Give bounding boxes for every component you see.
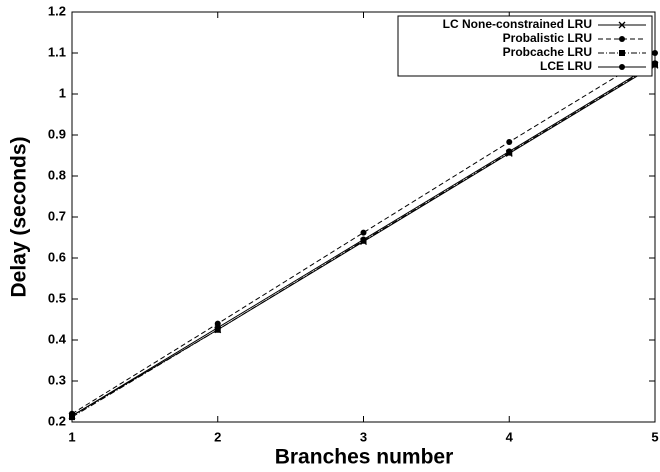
y-tick-label: 0.3 (48, 372, 66, 387)
x-tick-label: 4 (506, 429, 514, 444)
legend-marker (619, 64, 625, 70)
legend-marker (618, 21, 626, 29)
x-axis-title: Branches number (275, 446, 454, 469)
y-tick-label: 0.4 (48, 331, 67, 346)
y-tick-label: 0.8 (48, 167, 66, 182)
legend-label: Probcache LRU (503, 45, 592, 59)
series-line (71, 64, 656, 418)
y-tick-label: 0.2 (48, 413, 66, 428)
y-tick-label: 0.5 (48, 290, 66, 305)
legend-label: Probalistic LRU (503, 31, 592, 45)
marker (652, 60, 658, 67)
y-axis-title: Delay (seconds) (8, 136, 31, 297)
marker (360, 229, 367, 236)
y-tick-label: 1 (59, 85, 66, 100)
series-line (71, 52, 656, 415)
x-tick-label: 1 (68, 429, 75, 444)
y-tick-label: 1.2 (48, 3, 66, 18)
marker (506, 138, 513, 145)
marker (214, 320, 221, 327)
marker (360, 236, 367, 243)
legend-label: LCE LRU (540, 59, 592, 73)
legend-marker (619, 50, 625, 56)
x-tick-label: 2 (214, 429, 221, 444)
legend-marker (619, 36, 625, 42)
legend-label: LC None-constrained LRU (443, 17, 592, 31)
x-tick-label: 5 (651, 429, 658, 444)
marker (652, 50, 658, 56)
marker (506, 148, 513, 155)
y-tick-label: 0.9 (48, 126, 66, 141)
marker (69, 412, 75, 419)
marker (214, 324, 221, 331)
y-tick-label: 1.1 (48, 44, 66, 59)
y-tick-label: 0.7 (48, 208, 66, 223)
y-tick-label: 0.6 (48, 249, 66, 264)
legend-box (397, 15, 653, 77)
x-tick-label: 3 (360, 429, 367, 444)
